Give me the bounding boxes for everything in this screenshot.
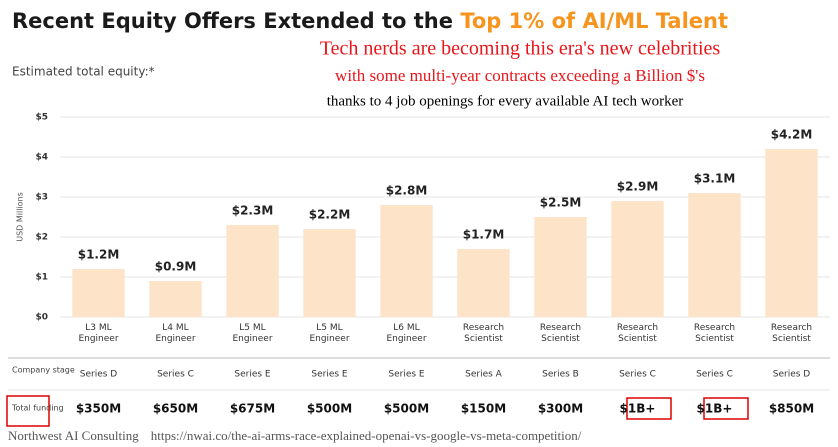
x-tick-label: Research Scientist: [693, 323, 736, 344]
title-highlight: Top 1% of AI/ML Talent: [460, 9, 728, 33]
funding-cell: $500M: [307, 402, 352, 416]
x-tick-label: Research Scientist: [462, 323, 505, 344]
bar: [611, 201, 664, 317]
y-axis-label: USD Millions: [16, 192, 25, 242]
bar: [226, 225, 279, 317]
funding-cell: $850M: [769, 402, 814, 416]
annotation: with some multi-year contracts exceeding…: [335, 66, 705, 85]
x-tick-label: L5 ML Engineer: [232, 323, 273, 344]
row-label: Total funding: [11, 404, 64, 413]
funding-cell: $650M: [153, 402, 198, 416]
stage-cell: Series C: [696, 370, 733, 380]
value-label: $2.3M: [232, 204, 274, 218]
stage-cell: Series D: [773, 370, 811, 380]
annotation: Tech nerds are becoming this era's new c…: [320, 38, 721, 60]
source-url: https://nwai.co/the-ai-arms-race-explain…: [151, 428, 582, 443]
bar: [303, 229, 356, 317]
funding-cell: $500M: [384, 402, 429, 416]
value-label: $3.1M: [694, 172, 736, 186]
funding-cell: $1B+: [697, 402, 733, 416]
bar: [534, 217, 587, 317]
value-label: $1.2M: [78, 248, 120, 262]
stage-cell: Series A: [465, 370, 503, 380]
funding-cell: $1B+: [620, 402, 656, 416]
x-tick-label: Research Scientist: [770, 323, 813, 344]
y-tick-label: $3: [35, 193, 48, 203]
value-label: $2.2M: [309, 208, 351, 222]
stage-cell: Series E: [234, 370, 271, 380]
highlight-box: [626, 397, 672, 420]
value-label: $2.8M: [386, 184, 428, 198]
bar: [765, 149, 818, 317]
bar: [457, 249, 510, 317]
x-tick-label: L3 ML Engineer: [78, 323, 119, 344]
x-tick-label: L6 ML Engineer: [386, 323, 427, 344]
value-label: $4.2M: [771, 128, 813, 142]
bar: [72, 269, 125, 317]
funding-cell: $150M: [461, 402, 506, 416]
y-tick-label: $4: [35, 153, 48, 163]
stage-cell: Series C: [619, 370, 656, 380]
subtitle: Estimated total equity:*: [12, 65, 155, 79]
stage-cell: Series E: [388, 370, 425, 380]
footer: Northwest AI Consulting https://nwai.co/t…: [8, 428, 582, 443]
chart-title: Recent Equity Offers Extended to the Top…: [12, 9, 728, 33]
y-tick-label: $1: [35, 273, 48, 283]
value-label: $2.5M: [540, 196, 582, 210]
value-label: $0.9M: [155, 260, 197, 274]
title-main: Recent Equity Offers Extended to the: [12, 9, 460, 33]
highlight-box: [703, 397, 749, 420]
value-label: $1.7M: [463, 228, 505, 242]
funding-cell: $675M: [230, 402, 275, 416]
annotation: thanks to 4 job openings for every avail…: [327, 93, 684, 109]
value-label: $2.9M: [617, 180, 659, 194]
stage-cell: Series E: [311, 370, 348, 380]
y-tick-label: $0: [35, 313, 48, 323]
stage-cell: Series B: [542, 370, 579, 380]
x-tick-label: Research Scientist: [539, 323, 582, 344]
bar: [688, 193, 741, 317]
funding-cell: $350M: [76, 402, 121, 416]
x-tick-label: L5 ML Engineer: [309, 323, 350, 344]
highlight-box: [6, 395, 50, 427]
x-tick-label: Research Scientist: [616, 323, 659, 344]
bar: [149, 281, 202, 317]
y-tick-label: $5: [35, 113, 48, 123]
x-tick-label: L4 ML Engineer: [155, 323, 196, 344]
row-label: Company stage: [12, 366, 75, 375]
funding-cell: $300M: [538, 402, 583, 416]
bar: [380, 205, 433, 317]
source: Northwest AI Consulting: [8, 428, 139, 443]
y-tick-label: $2: [35, 233, 48, 243]
stage-cell: Series C: [157, 370, 194, 380]
stage-cell: Series D: [80, 370, 118, 380]
